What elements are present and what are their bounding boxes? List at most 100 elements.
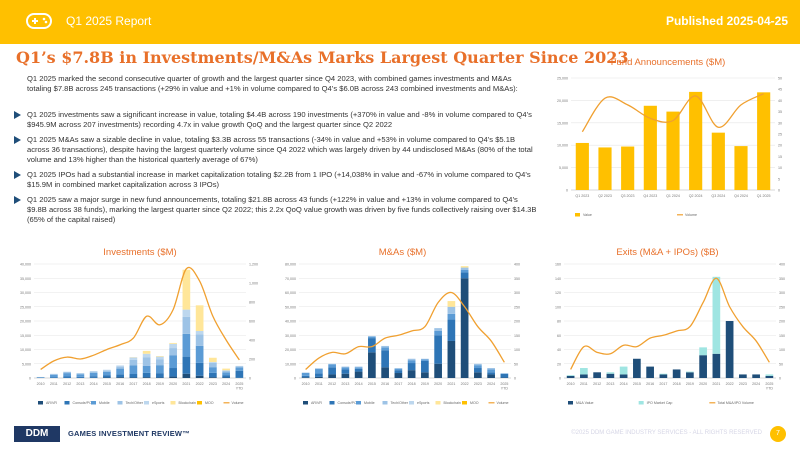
bar <box>474 368 482 373</box>
y2-tick-label: 45 <box>778 88 782 92</box>
bar <box>50 374 58 378</box>
legend-swatch <box>575 213 580 217</box>
bar <box>116 374 124 378</box>
y2-tick-label: 300 <box>779 291 785 295</box>
x-tick-label: Q3 2023 <box>621 194 635 198</box>
x-tick-label: 2017 <box>394 382 402 386</box>
y2-tick-label: 35 <box>778 110 782 114</box>
bar <box>381 350 389 368</box>
bar <box>182 373 191 378</box>
y2-tick-label: 0 <box>249 377 251 381</box>
bar <box>195 305 204 331</box>
bar <box>368 352 376 378</box>
bar <box>672 369 681 378</box>
bar <box>659 374 668 378</box>
y-tick-label: 60,000 <box>285 291 296 295</box>
legend-swatch <box>382 401 388 405</box>
series-line <box>581 93 764 133</box>
y-tick-label: 15,000 <box>557 121 568 125</box>
header-bar: Q1 2025 Report Published 2025-04-25 <box>0 0 800 44</box>
x-tick-label: 2022 <box>196 382 204 386</box>
bar <box>500 374 509 378</box>
x-tick-label: 2020 <box>169 382 177 386</box>
bullet-list: Q1 2025 investments saw a significant in… <box>12 110 537 230</box>
legend-label: MOO <box>470 401 479 405</box>
bar <box>606 372 615 374</box>
bar <box>222 372 230 376</box>
bar <box>699 347 707 356</box>
triangle-bullet-icon <box>14 171 21 179</box>
bar <box>182 333 191 357</box>
bar <box>606 373 615 378</box>
bar <box>659 373 668 375</box>
x-tick-label: 2015 <box>103 382 111 386</box>
legend-label: Total M&A/IPO Volume <box>717 401 754 405</box>
bar <box>434 363 442 378</box>
bar <box>169 343 177 349</box>
x-tick-label: Q1 2023 <box>575 194 589 198</box>
manda-chart: 0 10,000 20,000 30,000 40,000 50,000 60,000 70,… <box>285 263 520 406</box>
investments-chart: 0 5,000 10,000 15,000 20,000 25,000 30,000 35,0… <box>20 263 258 406</box>
bar <box>725 321 734 378</box>
legend-swatch <box>356 401 361 405</box>
bar <box>156 377 164 378</box>
legend-swatch <box>462 401 467 405</box>
legend-label: Mobile <box>99 401 110 405</box>
legend-label: Blockchain <box>179 401 196 405</box>
y-tick-label: 5,000 <box>559 166 568 170</box>
bar <box>328 367 336 375</box>
bar <box>474 372 482 378</box>
x-tick-label: 2022 <box>726 382 734 386</box>
bullet-text: Q1 2025 M&As saw a sizable decline in va… <box>27 135 533 164</box>
bar <box>739 374 747 378</box>
bar <box>169 348 177 356</box>
bar <box>103 369 111 371</box>
y2-tick-label: 15 <box>778 155 782 159</box>
x-tick-label: 2020 <box>699 382 707 386</box>
bar <box>182 356 191 374</box>
x-tick-label: 2012 <box>328 382 336 386</box>
brand-name: GAMES INVESTMENT REVIEW™ <box>68 429 190 438</box>
series-line <box>570 277 770 370</box>
report-label: Q1 2025 Report <box>66 14 152 28</box>
legend-label: Volume <box>232 401 244 405</box>
bar <box>619 366 628 375</box>
y-tick-label: 10,000 <box>20 348 31 352</box>
bar <box>368 335 376 337</box>
y-tick-label: 0 <box>29 377 31 381</box>
bar <box>235 366 244 368</box>
bar <box>686 371 694 373</box>
y-tick-label: 40,000 <box>285 320 296 324</box>
y-tick-label: 120 <box>555 291 561 295</box>
legend-swatch <box>144 401 149 405</box>
exits-chart-title: Exits (M&A + IPOs) ($B) <box>616 247 719 258</box>
y2-tick-label: 800 <box>249 301 255 305</box>
x-tick-label: 2021 <box>182 382 190 386</box>
legend-swatch <box>197 401 202 405</box>
x-tick-label: 2011 <box>580 382 588 386</box>
bar <box>765 374 774 376</box>
y-tick-label: 60 <box>557 334 561 338</box>
legend-label: AR/VR <box>311 401 322 405</box>
bar <box>301 373 310 376</box>
bar <box>646 366 654 378</box>
bar <box>460 269 469 273</box>
bullet-text: Q1 2025 investments saw a significant in… <box>27 110 532 129</box>
x-tick-label: 2016 <box>646 382 654 386</box>
y-tick-label: 25,000 <box>557 77 568 81</box>
bar <box>434 335 442 364</box>
x-tick-label: Q1 2024 <box>666 194 680 198</box>
bar <box>156 365 164 374</box>
bar <box>209 367 217 373</box>
x-tick-label: 2017 <box>659 382 667 386</box>
y-tick-label: 70,000 <box>285 277 296 281</box>
y-tick-label: 10,000 <box>285 362 296 366</box>
bar <box>103 377 111 378</box>
x-tick-label: Q4 2023 <box>643 194 657 198</box>
bar <box>195 334 204 346</box>
x-tick-label: 2012 <box>593 382 601 386</box>
copyright-text: ©2025 DDM GAME INDUSTRY SERVICES - ALL R… <box>571 430 762 436</box>
y2-tick-label: 350 <box>514 277 520 281</box>
bar <box>341 373 350 378</box>
bar <box>209 362 217 368</box>
